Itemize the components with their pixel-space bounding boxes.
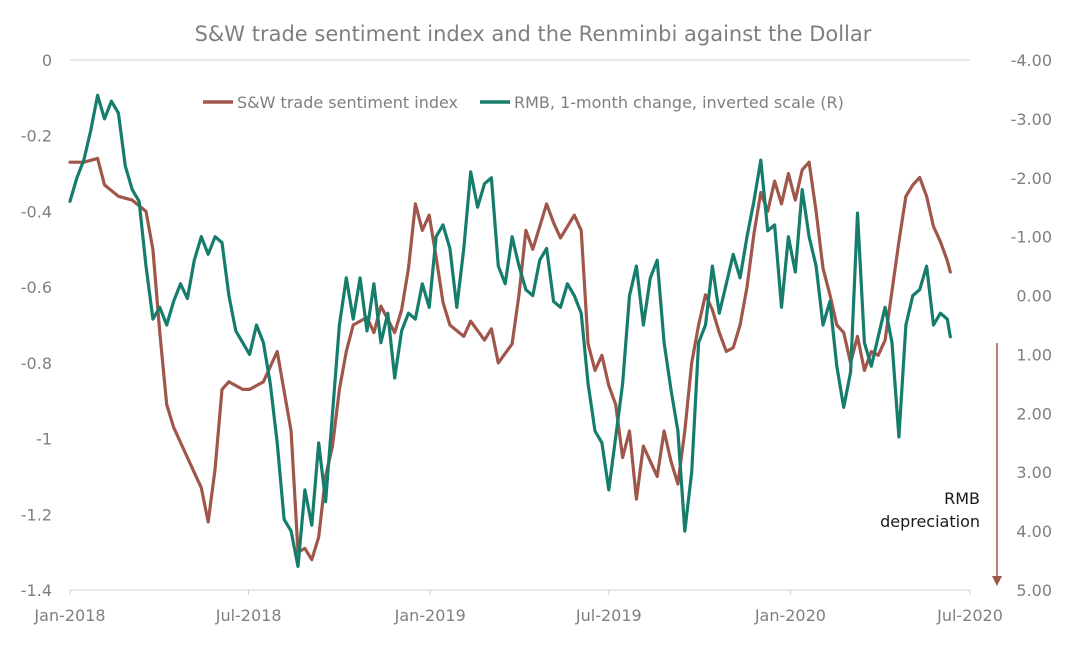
right-tick-label: -2.00 xyxy=(1011,169,1052,188)
left-tick-label: -1.4 xyxy=(21,581,52,600)
x-tick-label: Jul-2018 xyxy=(215,606,282,625)
legend: S&W trade sentiment index RMB, 1-month c… xyxy=(203,93,844,112)
x-tick-label: Jul-2020 xyxy=(936,606,1003,625)
right-tick-label: 3.00 xyxy=(1016,463,1052,482)
left-tick-label: -0.8 xyxy=(21,354,52,373)
x-tick-label: Jan-2020 xyxy=(754,606,826,625)
annotation-line-2: depreciation xyxy=(880,512,980,531)
right-tick-label: 0.00 xyxy=(1016,287,1052,306)
left-tick-label: -0.6 xyxy=(21,278,52,297)
right-tick-label: 1.00 xyxy=(1016,345,1052,364)
x-tick-label: Jan-2019 xyxy=(394,606,466,625)
rmb-depreciation-annotation: RMB depreciation xyxy=(880,343,1002,586)
right-tick-label: -3.00 xyxy=(1011,110,1052,129)
left-tick-label: -0.4 xyxy=(21,202,52,221)
sentiment-index-line xyxy=(68,156,952,562)
right-tick-label: 4.00 xyxy=(1016,522,1052,541)
series-lines xyxy=(68,93,952,568)
rmb-change-line xyxy=(68,93,952,568)
right-tick-label: -4.00 xyxy=(1011,51,1052,70)
left-tick-label: -0.2 xyxy=(21,127,52,146)
legend-label-rmb: RMB, 1-month change, inverted scale (R) xyxy=(514,93,844,112)
legend-label-sentiment: S&W trade sentiment index xyxy=(237,93,458,112)
right-tick-label: 2.00 xyxy=(1016,404,1052,423)
left-tick-label: -1.2 xyxy=(21,505,52,524)
left-tick-label: -1 xyxy=(36,430,52,449)
right-tick-label: -1.00 xyxy=(1011,228,1052,247)
x-tick-label: Jul-2019 xyxy=(575,606,642,625)
right-tick-label: 5.00 xyxy=(1016,581,1052,600)
annotation-line-1: RMB xyxy=(944,489,980,508)
left-tick-label: 0 xyxy=(42,51,52,70)
left-axis-ticks: 0 -0.2 -0.4 -0.6 -0.8 -1 -1.2 -1.4 xyxy=(21,51,52,600)
chart-title: S&W trade sentiment index and the Renmin… xyxy=(195,22,872,46)
x-tick-label: Jan-2018 xyxy=(33,606,105,625)
right-axis-ticks: -4.00 -3.00 -2.00 -1.00 0.00 1.00 2.00 3.00 4.00… xyxy=(1011,51,1052,600)
x-axis-ticks: Jan-2018 Jul-2018 Jan-2019 Jul-2019 Jan-2020… xyxy=(33,590,1003,625)
depreciation-arrow-head xyxy=(992,576,1002,586)
